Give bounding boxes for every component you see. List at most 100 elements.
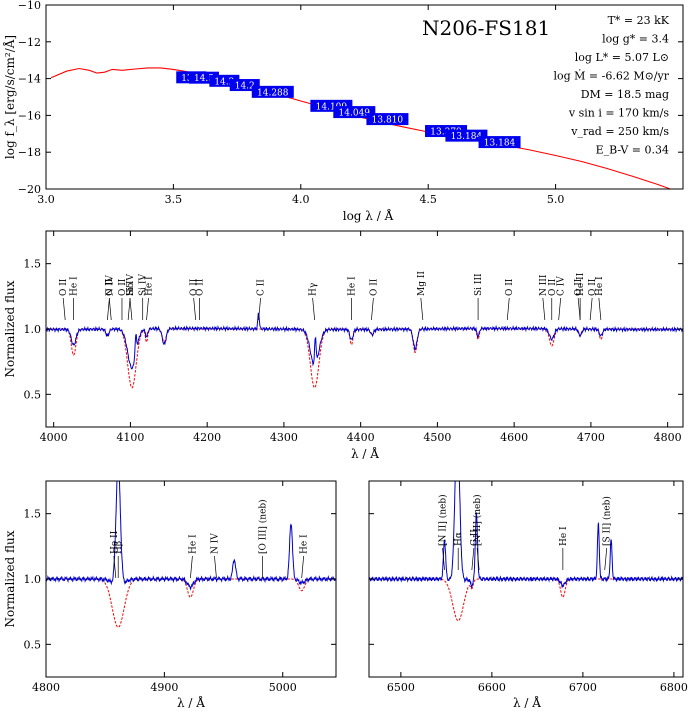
sed-ytick-label: −20 <box>18 183 41 196</box>
hbeta-line-id-tick <box>214 555 217 579</box>
halpha-line-id-label: [S II] (neb) <box>602 496 613 546</box>
hbeta-line-id-label: Hβ <box>114 541 124 554</box>
sed-xtick-label: 4.5 <box>419 193 437 206</box>
sed-parameter: E_B-V = 0.34 <box>596 144 669 157</box>
optical-line-id-label: O II <box>59 278 69 296</box>
optical-line-id-label: O II <box>369 278 379 296</box>
photometry-box <box>251 85 294 98</box>
sed-panel: 13.114.514.214.214.28814.10914.04913.810… <box>2 0 684 223</box>
optical-line-id-label: C IV <box>557 276 567 296</box>
optical-line-id-label: O II <box>505 278 515 296</box>
hbeta-ytick-label: 1.5 <box>24 508 42 521</box>
optical-ytick-label: 1.0 <box>24 323 42 336</box>
halpha-xlabel: λ / Å <box>513 695 541 710</box>
optical-line-id-label: O II <box>105 278 115 296</box>
hbeta-line-id-label: He II <box>110 530 120 554</box>
optical-observed-spectrum <box>46 312 683 370</box>
photometry-mag-label: 14.2 <box>235 82 255 92</box>
photometry-box <box>478 136 521 149</box>
photometry-mag-label: 13.184 <box>484 139 516 149</box>
optical-line-id-label: O II <box>548 278 558 296</box>
optical-line-id-tick <box>506 297 510 321</box>
optical-xtick-label: 4500 <box>423 431 451 444</box>
sed-parameter: log Ṁ = -6.62 M⊙/yr <box>553 69 669 83</box>
optical-line-id-label: Mg II <box>417 271 427 296</box>
optical-line-id-label: He I <box>70 276 80 296</box>
sed-ytick-label: −14 <box>18 73 41 86</box>
sed-parameter: log L* = 5.07 L⊙ <box>575 51 669 64</box>
photometry-mag-label: 14.109 <box>316 102 348 112</box>
hbeta-xtick-label: 5000 <box>269 681 297 694</box>
optical-line-id-tick <box>146 297 149 321</box>
optical-line-id-label: N IV <box>105 275 115 296</box>
photometry-mag-label: 14.288 <box>257 88 289 98</box>
hbeta-line-id-label: N IV <box>210 533 220 554</box>
sed-xlabel: log λ / Å <box>343 208 394 223</box>
sed-xtick-label: 3.0 <box>37 193 55 206</box>
halpha-model-spectrum <box>369 578 683 622</box>
optical-xtick-label: 4300 <box>270 431 298 444</box>
photometry-mag-label: 14.049 <box>339 109 371 119</box>
optical-line-id-label: O II <box>574 278 584 296</box>
optical-line-id-label: Si III <box>474 273 484 296</box>
optical-xtick-label: 4100 <box>116 431 144 444</box>
sed-parameter: T* = 23 kK <box>608 14 670 27</box>
sed-xtick-label: 3.5 <box>165 193 183 206</box>
halpha-xtick-label: 6500 <box>387 681 415 694</box>
photometry-box <box>333 106 376 119</box>
optical-line-id-tick <box>193 297 197 321</box>
optical-xtick-label: 4000 <box>40 431 68 444</box>
hbeta-line-id-label: He I <box>188 534 198 554</box>
optical-line-id-tick <box>598 297 602 321</box>
sed-ylabel: log f_λ [erg/s/cm²/Å] <box>2 35 17 159</box>
optical-ytick-label: 0.5 <box>24 388 42 401</box>
halpha-line-id-label: C II <box>470 529 480 546</box>
photometry-mag-label: 14.2 <box>214 77 234 87</box>
hbeta-line-id-label: [O III] (neb) <box>258 499 269 554</box>
hbeta-ytick-label: 0.5 <box>24 638 42 651</box>
halpha-line-id-tick <box>476 547 480 571</box>
sed-title: N206-FS181 <box>422 16 550 40</box>
halpha-line-id-tick <box>604 547 608 571</box>
hbeta-observed-spectrum <box>46 481 336 591</box>
halpha-line-id-tick <box>471 547 475 571</box>
optical-line-id-label: He I <box>595 276 605 296</box>
optical-xtick-label: 4600 <box>500 431 528 444</box>
halpha-xtick-label: 6700 <box>569 681 597 694</box>
sed-ytick-label: −12 <box>18 36 41 49</box>
optical-line-id-tick <box>312 297 315 321</box>
hbeta-ytick-label: 1.0 <box>24 573 42 586</box>
halpha-observed-spectrum <box>369 481 683 589</box>
optical-line-id-tick <box>107 297 110 321</box>
optical-line-id-tick <box>258 297 261 321</box>
sed-frame <box>45 4 684 190</box>
optical-line-id-label: C II <box>257 279 267 296</box>
sed-xtick-label: 4.0 <box>292 193 310 206</box>
halpha-line-id-tick <box>442 547 445 571</box>
optical-xtick-label: 4700 <box>577 431 605 444</box>
hbeta-ylabel: Normalized flux <box>3 530 17 627</box>
optical-line-id-tick <box>371 297 374 321</box>
sed-ytick-label: −16 <box>18 109 41 122</box>
optical-xtick-label: 4400 <box>347 431 375 444</box>
optical-line-id-tick <box>129 297 133 321</box>
halpha-line-id-label: [N II] (neb) <box>472 494 483 546</box>
optical-model-spectrum <box>46 328 683 389</box>
sed-ytick-label: −10 <box>18 0 41 12</box>
optical-line-id-label: O II <box>118 278 128 296</box>
halpha-line-id-label: [N II] (neb) <box>438 494 449 546</box>
photometry-box <box>366 113 409 126</box>
optical-line-id-label: O II <box>588 278 598 296</box>
optical-xtick-label: 4200 <box>193 431 221 444</box>
optical-line-id-label: O II <box>195 278 205 296</box>
hbeta-line-id-tick <box>301 555 305 579</box>
optical-xlabel: λ / Å <box>351 446 379 461</box>
halpha-xtick-label: 6600 <box>478 681 506 694</box>
optical-line-id-label: Hγ <box>309 283 319 296</box>
hbeta-xtick-label: 4900 <box>150 681 178 694</box>
optical-line-id-label: He I <box>145 276 155 296</box>
optical-line-id-tick <box>108 297 112 321</box>
hbeta-line-id-tick <box>113 555 117 579</box>
